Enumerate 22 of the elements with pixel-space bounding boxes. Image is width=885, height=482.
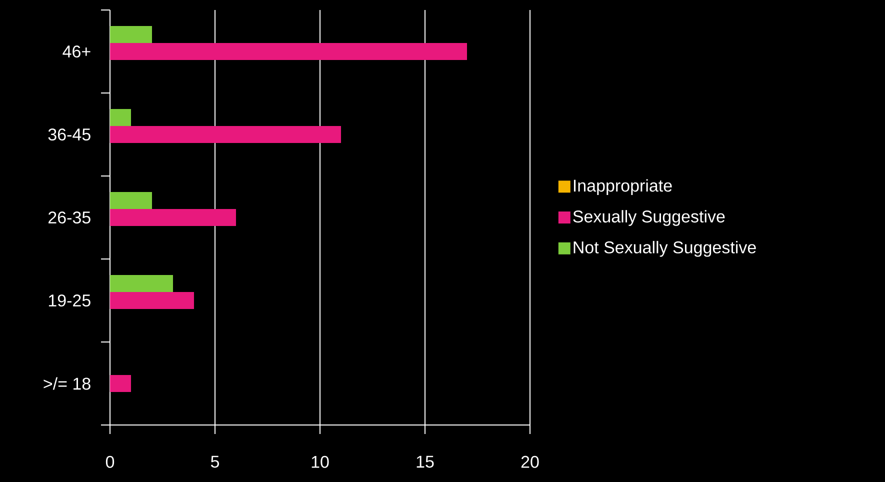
bar — [110, 109, 132, 126]
bar — [110, 275, 174, 292]
bar — [110, 209, 236, 226]
x-tick-label: 20 — [521, 456, 539, 468]
y-tick-label: 36-45 — [48, 128, 90, 141]
y-tick-label: 46+ — [62, 45, 90, 58]
bar — [110, 43, 468, 60]
bar — [110, 292, 194, 310]
x-tick-label: 10 — [312, 456, 329, 468]
bar — [110, 126, 342, 144]
y-tick-label: >/= 18 — [44, 377, 90, 390]
x-tick-label: 0 — [106, 456, 114, 468]
x-tick-label: 15 — [416, 456, 434, 468]
bar — [110, 192, 152, 210]
y-tick-label: 19-25 — [48, 294, 90, 307]
legend-label: Sexually Suggestive — [573, 210, 725, 226]
bar — [110, 26, 152, 44]
y-tick-label: 26-35 — [48, 211, 90, 224]
x-tick-label: 5 — [210, 456, 220, 468]
legend-label: Inappropriate — [574, 179, 672, 196]
legend-label: Not Sexually Suggestive — [574, 240, 756, 257]
bar — [110, 375, 132, 392]
